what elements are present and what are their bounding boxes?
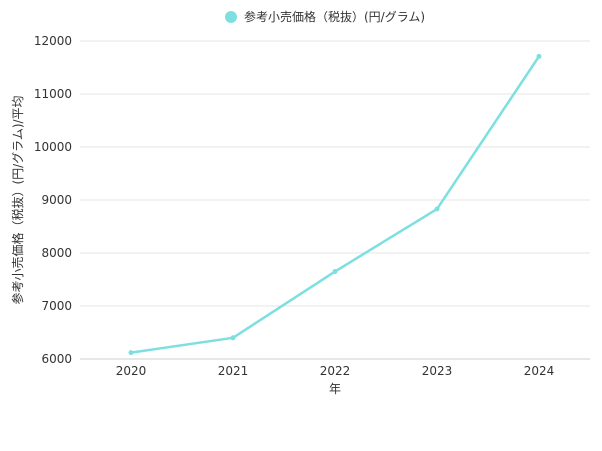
y-tick-label: 6000 xyxy=(41,352,72,366)
y-tick-label: 8000 xyxy=(41,246,72,260)
y-tick-label: 7000 xyxy=(41,299,72,313)
y-axis-title: 参考小売価格（税抜）(円/グラム)/平均 xyxy=(10,95,25,304)
y-axis-ticks: 6000 7000 8000 9000 10000 11000 12000 xyxy=(34,34,72,366)
grid-lines xyxy=(80,40,590,360)
data-point[interactable] xyxy=(536,53,542,59)
data-point[interactable] xyxy=(230,335,236,341)
x-axis-title: 年 xyxy=(329,382,341,396)
y-tick-label: 10000 xyxy=(34,140,72,154)
y-tick-label: 9000 xyxy=(41,193,72,207)
series-layer xyxy=(128,53,542,356)
legend-label: 参考小売価格（税抜）(円/グラム) xyxy=(244,9,425,24)
x-axis-ticks: 2020 2021 2022 2023 2024 xyxy=(116,364,555,378)
x-tick-label: 2023 xyxy=(422,364,453,378)
legend-swatch-icon xyxy=(225,11,237,23)
data-point[interactable] xyxy=(128,350,134,356)
data-point[interactable] xyxy=(434,206,440,212)
data-point[interactable] xyxy=(332,269,338,275)
series-line xyxy=(129,55,541,354)
x-tick-label: 2022 xyxy=(320,364,351,378)
x-tick-label: 2024 xyxy=(524,364,555,378)
x-tick-label: 2021 xyxy=(218,364,249,378)
y-tick-label: 12000 xyxy=(34,34,72,48)
legend[interactable]: 参考小売価格（税抜）(円/グラム) xyxy=(225,9,425,24)
x-tick-label: 2020 xyxy=(116,364,147,378)
y-tick-label: 11000 xyxy=(34,87,72,101)
